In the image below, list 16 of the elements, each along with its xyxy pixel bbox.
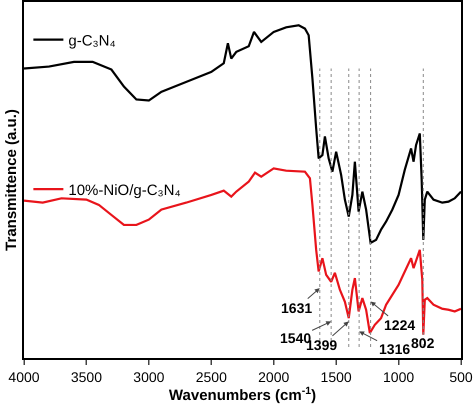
legend-label: g-C₃N₄: [68, 32, 116, 50]
annotation: 1631: [281, 300, 312, 316]
x-tick-label: 2500: [196, 368, 228, 385]
x-tick-label: 4000: [8, 368, 40, 385]
x-axis-title: Wavenumbers (cm$^{-1}$): [168, 384, 316, 404]
x-tick-label: 500: [449, 368, 473, 385]
x-tick-label: 1500: [320, 368, 352, 385]
x-tick-label: 3500: [70, 368, 102, 385]
x-tick-label: 3000: [133, 368, 165, 385]
x-tick-label: 2000: [258, 368, 290, 385]
annotation: 802: [411, 335, 435, 351]
legend-label: 10%-NiO/g-C₃N₄: [68, 182, 181, 199]
annotation: 1316: [379, 341, 410, 357]
x-tick-label: 1000: [382, 368, 414, 385]
y-axis-title: Transmittence (a.u.): [2, 109, 20, 251]
annotation: 1224: [384, 317, 416, 333]
